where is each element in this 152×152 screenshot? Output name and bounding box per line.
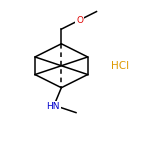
Text: O: O (76, 16, 83, 25)
Text: HN: HN (47, 102, 60, 111)
Text: HCl: HCl (111, 61, 129, 71)
